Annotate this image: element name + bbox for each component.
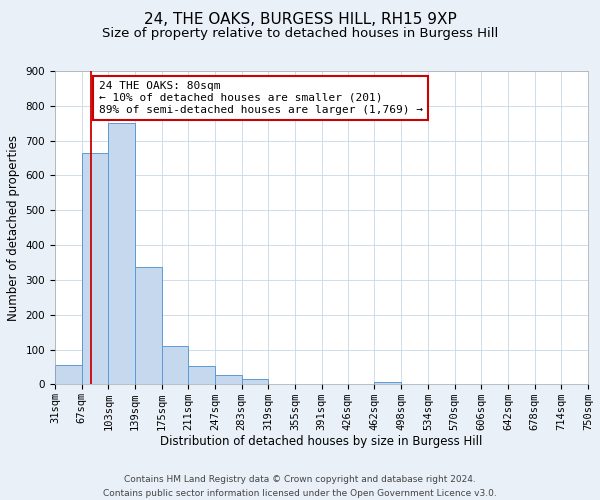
Bar bbox=[215, 375, 242, 384]
Text: Size of property relative to detached houses in Burgess Hill: Size of property relative to detached ho… bbox=[102, 28, 498, 40]
Bar bbox=[374, 382, 401, 384]
Y-axis label: Number of detached properties: Number of detached properties bbox=[7, 134, 20, 320]
Bar bbox=[242, 380, 268, 384]
Bar bbox=[108, 123, 135, 384]
Text: 24, THE OAKS, BURGESS HILL, RH15 9XP: 24, THE OAKS, BURGESS HILL, RH15 9XP bbox=[143, 12, 457, 28]
Text: 24 THE OAKS: 80sqm
← 10% of detached houses are smaller (201)
89% of semi-detach: 24 THE OAKS: 80sqm ← 10% of detached hou… bbox=[98, 82, 422, 114]
Text: Contains HM Land Registry data © Crown copyright and database right 2024.
Contai: Contains HM Land Registry data © Crown c… bbox=[103, 476, 497, 498]
Bar bbox=[82, 153, 108, 384]
Bar bbox=[135, 266, 161, 384]
X-axis label: Distribution of detached houses by size in Burgess Hill: Distribution of detached houses by size … bbox=[160, 435, 482, 448]
Bar bbox=[55, 365, 82, 384]
Bar bbox=[161, 346, 188, 385]
Bar bbox=[188, 366, 215, 384]
